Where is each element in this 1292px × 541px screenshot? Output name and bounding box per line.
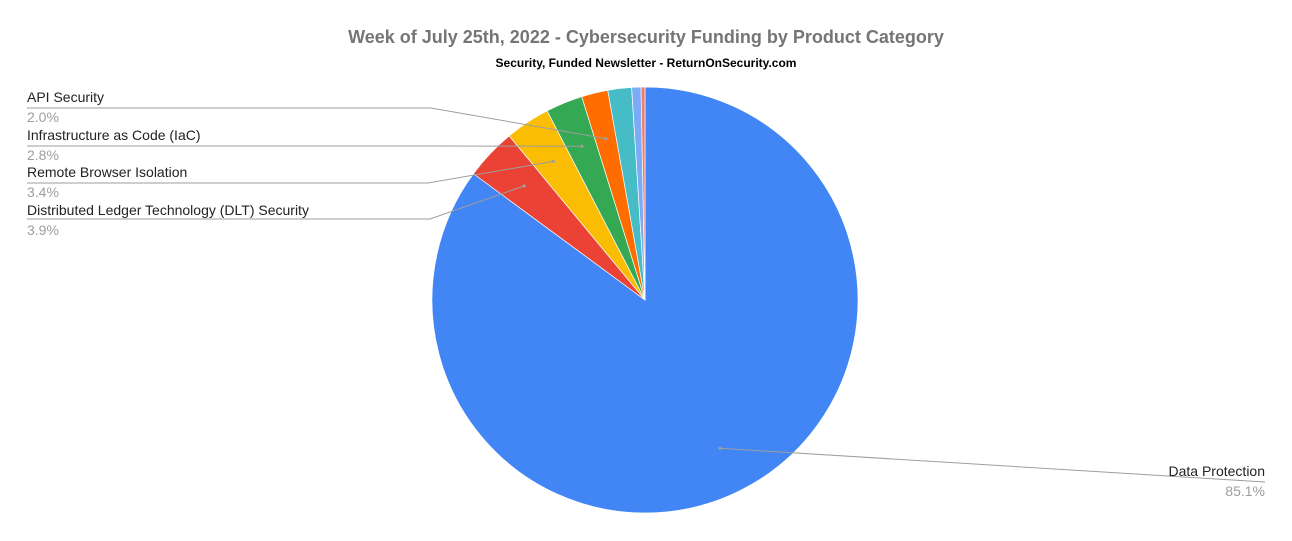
slice-percent-label: 3.4% [27, 184, 59, 200]
slice-label: API Security [27, 89, 104, 105]
slice-label: Remote Browser Isolation [27, 164, 187, 180]
pie-slice [640, 86, 646, 301]
leader-line [719, 447, 1266, 483]
slice-percent-label: 2.0% [27, 109, 59, 125]
leader-anchor-dot [522, 184, 526, 188]
leader-anchor-dot [604, 137, 608, 141]
slice-label: Infrastructure as Code (IaC) [27, 127, 201, 143]
slice-percent-label: 85.1% [1225, 483, 1265, 499]
slice-label: Distributed Ledger Technology (DLT) Secu… [27, 202, 309, 218]
slice-percent-label: 2.8% [27, 147, 59, 163]
chart-subtitle: Security, Funded Newsletter - ReturnOnSe… [495, 56, 797, 70]
leader-anchor-dot [551, 159, 555, 163]
leader-line [27, 160, 554, 184]
slice-percent-label: 3.9% [27, 222, 59, 238]
chart-title: Week of July 25th, 2022 - Cybersecurity … [348, 27, 944, 47]
leader-line [27, 185, 525, 220]
leader-anchor-dot [718, 446, 722, 450]
slice-label: Data Protection [1169, 463, 1266, 479]
leader-anchor-dot [580, 144, 584, 148]
leader-line [27, 107, 606, 140]
